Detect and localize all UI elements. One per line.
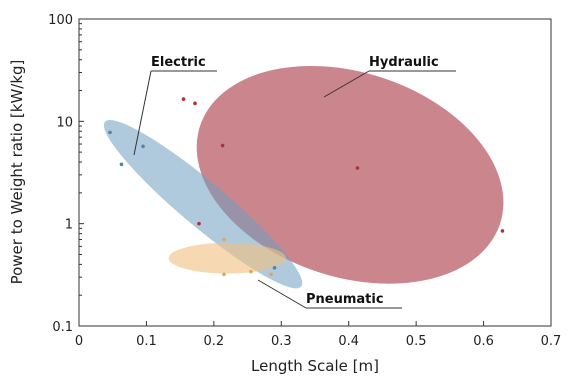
point-pneumatic-0 — [222, 237, 226, 242]
x-tick-label: 0.7 — [541, 334, 562, 349]
plot-frame — [78, 18, 552, 327]
annotation-pneumatic: Pneumatic — [306, 292, 384, 307]
region-hydraulic — [196, 65, 504, 284]
annotation-leader-hydraulic — [323, 70, 370, 98]
annotation-hydraulic: Hydraulic — [369, 55, 439, 70]
x-axis-label: Length Scale [m] — [251, 357, 379, 375]
point-electric-2 — [119, 162, 124, 167]
annotation-leader-electric — [133, 70, 152, 156]
annotation-electric: Electric — [151, 55, 206, 70]
y-tick-label: 100 — [48, 13, 73, 28]
annotation-leader-pneumatic — [257, 279, 307, 309]
point-hydraulic-5 — [500, 229, 505, 233]
y-tick-label: 1 — [65, 218, 73, 233]
y-axis-label: Power to Weight ratio [kW/kg] — [8, 60, 26, 285]
point-layer — [108, 97, 505, 277]
x-tick-label: 0.3 — [271, 334, 292, 349]
region-layer — [103, 65, 504, 289]
point-hydraulic-0 — [181, 97, 186, 101]
x-tick-label: 0.1 — [136, 334, 157, 349]
y-tick-label: 10 — [56, 115, 73, 130]
point-electric-3 — [272, 266, 277, 270]
point-electric-1 — [141, 144, 145, 149]
y-tick-label: 0.1 — [52, 320, 73, 335]
point-electric-0 — [108, 130, 112, 135]
annotation-layer: Electric Hydraulic Pneumatic — [133, 55, 456, 309]
point-hydraulic-4 — [197, 221, 201, 226]
x-tick-label: 0.2 — [204, 334, 225, 349]
point-hydraulic-3 — [355, 166, 360, 170]
x-tick-label: 0.5 — [406, 334, 427, 349]
point-hydraulic-2 — [220, 143, 225, 148]
point-pneumatic-2 — [249, 269, 253, 274]
x-tick-label: 0 — [75, 334, 83, 349]
point-hydraulic-1 — [193, 101, 197, 106]
x-tick-label: 0.4 — [338, 334, 359, 349]
point-pneumatic-3 — [269, 272, 273, 277]
region-pneumatic — [168, 242, 287, 274]
x-tick-label: 0.6 — [473, 334, 494, 349]
point-pneumatic-1 — [222, 272, 226, 277]
